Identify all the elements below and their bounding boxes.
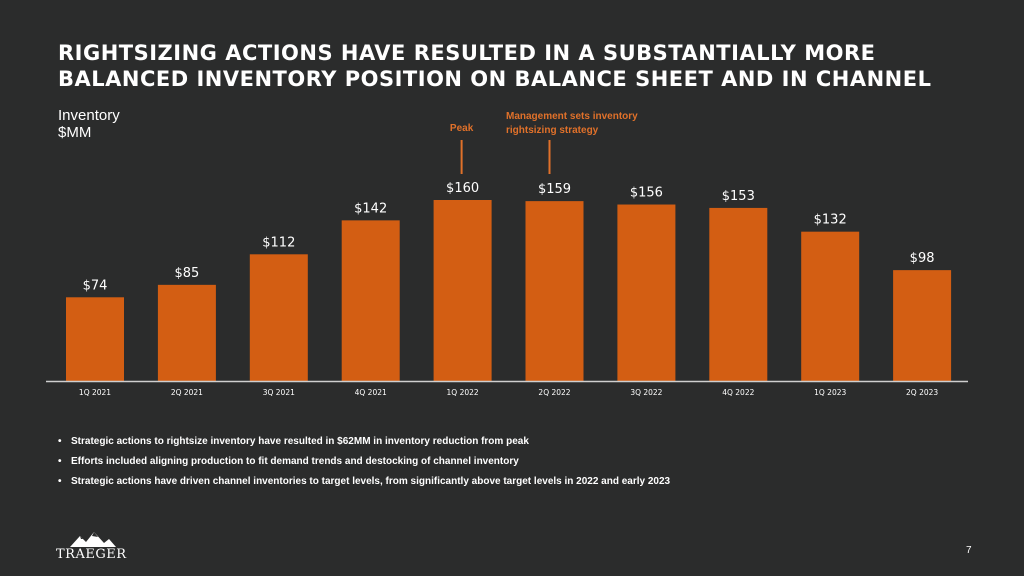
inventory-bar-chart: $74 1Q 2021 $85 2Q 2021 $112 3Q 2021 $142 4Q 20… xyxy=(46,111,968,397)
data-label: $153 xyxy=(722,189,755,204)
data-label: $142 xyxy=(354,201,387,216)
y-axis-title: Inventory $MM xyxy=(58,107,120,141)
bar xyxy=(617,204,676,381)
bullet-item: Efforts included aligning production to … xyxy=(58,452,958,472)
x-tick-label: 2Q 2021 xyxy=(171,388,203,397)
annotation-peak: Peak xyxy=(450,123,474,134)
x-tick-label: 3Q 2022 xyxy=(630,388,662,397)
data-label: $159 xyxy=(538,182,571,197)
data-label: $74 xyxy=(83,278,108,293)
bar xyxy=(341,220,400,381)
x-tick-label: 2Q 2023 xyxy=(906,388,938,397)
data-label: $112 xyxy=(262,235,295,250)
annotation-strategy: Management sets inventory rightsizing str… xyxy=(506,111,638,136)
y-axis-title-line2: $MM xyxy=(58,124,92,141)
logo-text: TRAEGER xyxy=(56,547,127,562)
bar xyxy=(66,297,124,381)
x-tick-label: 4Q 2022 xyxy=(722,388,754,397)
data-label: $160 xyxy=(446,181,479,196)
bar xyxy=(157,284,216,381)
x-tick-label: 3Q 2021 xyxy=(263,388,295,397)
data-label: $85 xyxy=(174,266,199,281)
page-number: 7 xyxy=(966,545,972,556)
bar xyxy=(433,200,492,381)
x-tick-label: 2Q 2022 xyxy=(538,388,570,397)
bullet-item: Strategic actions to rightsize inventory… xyxy=(58,432,958,452)
traeger-logo: TRAEGER xyxy=(56,530,126,566)
data-label: $156 xyxy=(630,186,663,201)
bar xyxy=(525,201,584,381)
bar xyxy=(893,270,952,381)
data-label: $98 xyxy=(910,251,935,266)
bar xyxy=(801,231,860,381)
y-axis-title-line1: Inventory xyxy=(58,107,120,124)
slide-title: RIGHTSIZING ACTIONS HAVE RESULTED IN A S… xyxy=(58,41,932,91)
bullet-item: Strategic actions have driven channel in… xyxy=(58,472,958,492)
x-tick-label: 4Q 2021 xyxy=(355,388,387,397)
data-label: $132 xyxy=(814,213,847,228)
bar xyxy=(249,254,308,381)
mountains-icon xyxy=(70,532,116,547)
x-tick-label: 1Q 2021 xyxy=(79,388,111,397)
bullet-list: Strategic actions to rightsize inventory… xyxy=(58,432,958,492)
x-tick-label: 1Q 2023 xyxy=(814,388,846,397)
bar xyxy=(709,207,768,381)
x-tick-label: 1Q 2022 xyxy=(447,388,479,397)
